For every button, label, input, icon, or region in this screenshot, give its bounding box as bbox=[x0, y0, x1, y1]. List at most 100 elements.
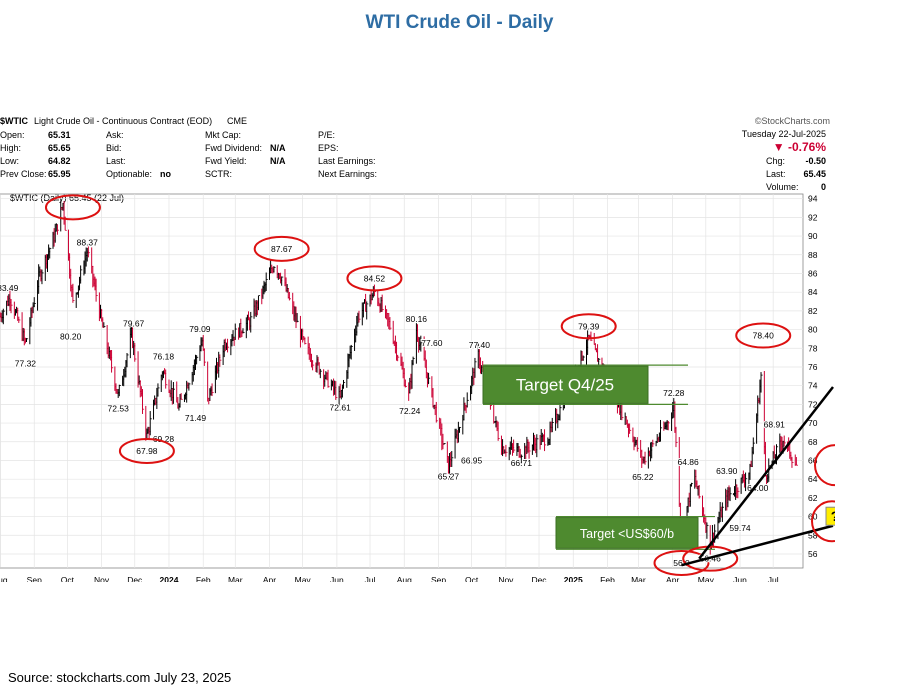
circled-price-label: 78.40 bbox=[753, 331, 775, 341]
header-col1-label: High: bbox=[0, 143, 21, 153]
x-tick-label: May bbox=[698, 575, 715, 582]
highlight-circle-current bbox=[814, 444, 835, 487]
x-tick-label: Jun bbox=[733, 575, 747, 582]
y-tick-label: 82 bbox=[808, 306, 818, 316]
header-col4-label: EPS: bbox=[318, 143, 339, 153]
header-col4-label: Next Earnings: bbox=[318, 169, 377, 179]
question-box bbox=[825, 506, 835, 526]
x-tick-label: 2025 bbox=[564, 575, 583, 582]
target-box-60 bbox=[555, 517, 699, 549]
price-label: 68.91 bbox=[764, 419, 786, 429]
target-box-q4-label: Target Q4/25 bbox=[516, 376, 614, 395]
y-tick-label: 94 bbox=[808, 194, 818, 204]
y-tick-label: 66 bbox=[808, 455, 818, 465]
header-col4-label: Last Earnings: bbox=[318, 156, 376, 166]
x-tick-label: 2024 bbox=[160, 575, 179, 582]
y-tick-label: 90 bbox=[808, 231, 818, 241]
highlight-circle bbox=[44, 194, 101, 221]
x-tick-label: Mar bbox=[631, 575, 646, 582]
highlight-circle bbox=[735, 322, 792, 349]
y-tick-label: 92 bbox=[808, 212, 818, 222]
header-col5-value: 65.45 bbox=[803, 169, 826, 179]
header-col1-value: 65.65 bbox=[48, 143, 71, 153]
header-col2-label: Bid: bbox=[106, 143, 122, 153]
series-label: $WTIC (Daily) 65.45 (22 Jul) bbox=[10, 193, 124, 203]
y-tick-label: 76 bbox=[808, 362, 818, 372]
price-label: 79.09 bbox=[189, 324, 211, 334]
y-tick-label: 78 bbox=[808, 343, 818, 353]
target-bands: Target Q4/25 Target <US$60/b bbox=[482, 364, 715, 550]
header-col3-value: N/A bbox=[270, 143, 286, 153]
header-col3-label: SCTR: bbox=[205, 169, 232, 179]
price-label: 77.32 bbox=[15, 359, 37, 369]
price-label: 64.86 bbox=[677, 457, 699, 467]
header-col5-value: 0 bbox=[821, 182, 826, 192]
y-tick-label: 56 bbox=[808, 549, 818, 559]
x-tick-label: May bbox=[295, 575, 312, 582]
source-note: Source: stockcharts.com July 23, 2025 bbox=[8, 670, 232, 685]
x-tick-label: Nov bbox=[498, 575, 514, 582]
header-col4-label: P/E: bbox=[318, 130, 335, 140]
price-bars bbox=[0, 200, 798, 555]
y-tick-label: 88 bbox=[808, 250, 818, 260]
header-col2-label: Ask: bbox=[106, 130, 124, 140]
date-label: Tuesday 22-Jul-2025 bbox=[742, 129, 826, 139]
price-label: 77.40 bbox=[469, 340, 491, 350]
price-chart: $WTIC Light Crude Oil - Continuous Contr… bbox=[0, 116, 835, 582]
question-mark: ? bbox=[831, 508, 835, 524]
highlight-circle bbox=[560, 313, 617, 340]
header-col1-value: 65.31 bbox=[48, 130, 71, 140]
price-label: 72.28 bbox=[663, 388, 685, 398]
plot-frame bbox=[0, 193, 804, 569]
ticker-description: Light Crude Oil - Continuous Contract (E… bbox=[34, 116, 212, 126]
trend-line-lower-support bbox=[681, 524, 834, 567]
price-label: 83.49 bbox=[0, 283, 19, 293]
x-tick-label: Sep bbox=[27, 575, 42, 582]
header-col3-label: Fwd Dividend: bbox=[205, 143, 262, 153]
header-col5-label: Chg: bbox=[766, 156, 785, 166]
price-label: 65.27 bbox=[438, 471, 460, 481]
x-axis: Aug Sep Oct Nov Dec 2024 Feb Mar Apr May Jun Jul Aug… bbox=[0, 575, 779, 582]
price-label: 77.60 bbox=[421, 338, 443, 348]
price-label: 72.24 bbox=[399, 406, 421, 416]
price-label: 59.74 bbox=[729, 523, 751, 533]
annotation-marks: ? bbox=[811, 444, 835, 543]
price-label: 71.49 bbox=[185, 413, 207, 423]
x-tick-label: Nov bbox=[94, 575, 110, 582]
price-label: 80.16 bbox=[406, 314, 428, 324]
y-tick-label: 86 bbox=[808, 268, 818, 278]
page-title: WTI Crude Oil - Daily bbox=[365, 12, 554, 33]
header-col2-value: no bbox=[160, 169, 171, 179]
price-label: 63.90 bbox=[716, 466, 738, 476]
circled-price-label: 87.67 bbox=[271, 244, 293, 254]
x-tick-label: Jul bbox=[768, 575, 779, 582]
change-percent: ▼ -0.76% bbox=[773, 140, 827, 154]
circled-price-label: 84.52 bbox=[364, 273, 386, 283]
header-col2-label: Last: bbox=[106, 156, 126, 166]
price-label: 66.71 bbox=[511, 458, 533, 468]
x-tick-label: Dec bbox=[531, 575, 547, 582]
price-label: 65.22 bbox=[632, 472, 654, 482]
y-tick-label: 84 bbox=[808, 287, 818, 297]
circled-price-label: 79.39 bbox=[578, 321, 600, 331]
header-col1-label: Prev Close: bbox=[0, 169, 47, 179]
x-tick-label: Jul bbox=[365, 575, 376, 582]
x-tick-label: Jun bbox=[330, 575, 344, 582]
price-labels: 83.49 77.32 88.37 80.20 79.67 72.53 76.18 69.28… bbox=[0, 236, 786, 534]
chart-header: $WTIC Light Crude Oil - Continuous Contr… bbox=[0, 116, 830, 203]
header-col3-label: Mkt Cap: bbox=[205, 130, 241, 140]
highlight-circle-target bbox=[811, 500, 835, 543]
header-col1-value: 65.95 bbox=[48, 169, 71, 179]
highlight-circle bbox=[682, 545, 739, 572]
header-col1-label: Open: bbox=[0, 130, 25, 140]
header-col1-value: 64.82 bbox=[48, 156, 71, 166]
price-label: 72.53 bbox=[108, 403, 130, 413]
y-tick-label: 70 bbox=[808, 418, 818, 428]
y-tick-label: 64 bbox=[808, 474, 818, 484]
price-label: 72.61 bbox=[330, 403, 352, 413]
header-col5-label: Last: bbox=[766, 169, 786, 179]
price-label: 79.67 bbox=[123, 319, 145, 329]
header-col1-label: Low: bbox=[0, 156, 19, 166]
target-box-q4 bbox=[482, 365, 649, 404]
x-tick-label: Feb bbox=[600, 575, 615, 582]
